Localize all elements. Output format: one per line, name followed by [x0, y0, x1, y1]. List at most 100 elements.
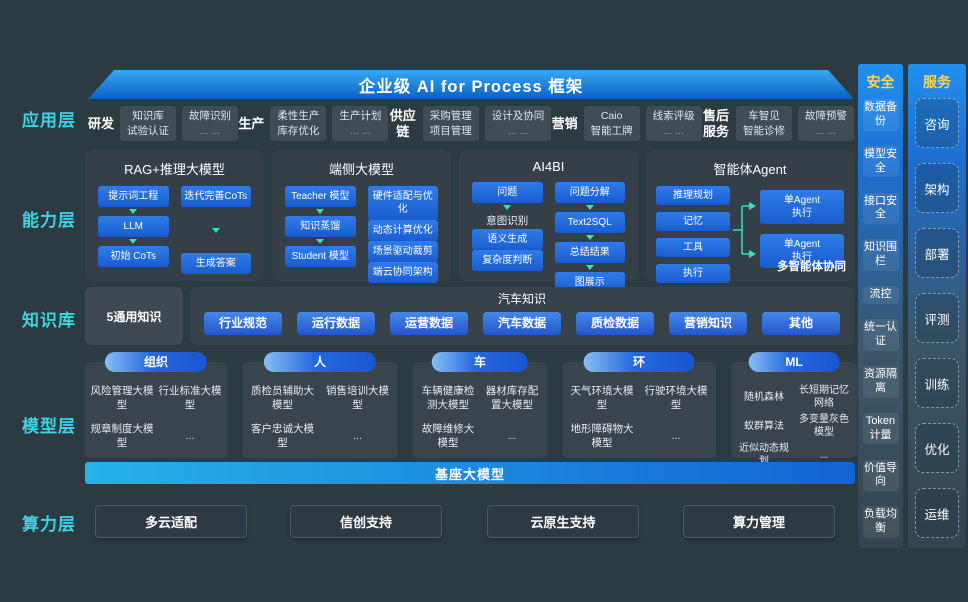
flow-step: 总结结果: [554, 242, 625, 263]
app-category-rd: 研发 知识库 试验认证 故障识别 ... ...: [88, 105, 239, 142]
capability-card-rag: RAG+推理大模型 提示词工程 LLM 初始 CoTs 迭代完善CoTs 生成答…: [85, 150, 264, 281]
security-item: 流控: [862, 286, 899, 304]
model-group-people: 人 质检员辅助大模型 销售培训大模型 客户忠诚大模型 ...: [242, 352, 398, 458]
chip-line: ... ...: [199, 124, 221, 137]
app-chip: Caio 智能工牌: [583, 105, 640, 142]
group-card: 随机森林 长短期记忆网络 蚁群算法 多变量灰色模型 近似动态规划 ...: [731, 362, 857, 467]
model-item: 销售培训大模型: [326, 385, 389, 411]
service-item: 优化: [915, 423, 959, 473]
model-item: 风险管理大模型: [90, 385, 154, 411]
knowledge-chip: 营销知识: [669, 312, 747, 335]
flow-step: 问题: [472, 182, 543, 203]
category-name: 生产: [238, 115, 265, 131]
agent-component: 推理规划: [656, 186, 730, 205]
card-title: 端侧大模型: [328, 162, 394, 177]
group-card: 质检员辅助大模型 销售培训大模型 客户忠诚大模型 ...: [242, 362, 398, 458]
security-item: 模型安全: [862, 145, 899, 178]
layer-label-capability: 能力层: [22, 211, 76, 230]
security-item: 知识围栏: [862, 239, 899, 271]
application-layer-row: 研发 知识库 试验认证 故障识别 ... ... 生产 柔性生产 库存优化 生产…: [88, 101, 854, 146]
flow-step: Student 模型: [285, 246, 356, 267]
chip-line: 智能诊修: [742, 124, 785, 137]
group-badge: 环: [583, 352, 695, 372]
app-chip: 线索评级 ... ...: [645, 105, 702, 142]
model-item: 多变量灰色模型: [799, 414, 849, 438]
chip-line: 执行: [792, 252, 812, 263]
chip-line: 车智见: [748, 109, 780, 122]
group-card: 车辆健康检测大模型 器材库存配置大模型 故障维修大模型 ...: [413, 362, 547, 458]
model-group-ml: ML 随机森林 长短期记忆网络 蚁群算法 多变量灰色模型 近似动态规划 ...: [731, 352, 857, 467]
flow-step: Teacher 模型: [285, 186, 356, 207]
chip-line: 柔性生产: [277, 109, 320, 122]
model-item: 客户忠诚大模型: [251, 423, 314, 449]
arrow-down-icon: [503, 205, 512, 210]
model-item: 车辆健康检测大模型: [421, 385, 475, 411]
security-item: 接口安全: [862, 192, 899, 225]
arrow-down-icon: [316, 209, 325, 214]
knowledge-chip: 运营数据: [390, 312, 468, 335]
flow-step: 问题分解: [554, 182, 625, 203]
chip-line: 生产计划: [339, 109, 382, 122]
chip-line: 单Agent: [783, 195, 821, 206]
security-item: 负载均衡: [862, 506, 899, 538]
general-knowledge-box: 5通用知识: [85, 287, 183, 345]
auto-knowledge-title: 汽车知识: [497, 292, 546, 306]
agent-component: 工具: [656, 238, 730, 257]
model-item: 质检员辅助大模型: [251, 385, 314, 411]
layer-label-knowledge: 知识库: [22, 311, 76, 330]
chip-line: ... ...: [350, 124, 371, 137]
model-item: ...: [353, 430, 362, 443]
security-sidebar: 安全 数据备份 模型安全 接口安全 知识围栏 流控 统一认证 资源隔离 Toke…: [858, 64, 903, 548]
arrow-down-icon: [585, 235, 594, 240]
capability-card-agent: 智能体Agent 推理规划 记忆 工具 执行 单Agent 执行: [646, 150, 854, 283]
security-item: 统一认证: [862, 319, 899, 351]
app-chip: 生产计划 ... ...: [332, 105, 389, 142]
group-card: 天气环境大模型 行驶环境大模型 地形障碍物大模型 ...: [562, 362, 716, 458]
app-chip: 故障预警 ... ...: [797, 105, 854, 142]
category-name: 售后服务: [702, 107, 729, 139]
model-item: 天气环境大模型: [570, 385, 634, 411]
card-title: AI4BI: [532, 159, 565, 174]
chip-line: 试验认证: [127, 124, 170, 137]
knowledge-chip: 汽车数据: [483, 312, 561, 335]
chip-line: Caio: [600, 109, 623, 122]
service-item: 运维: [915, 488, 959, 538]
chip-line: 智能工牌: [590, 124, 633, 137]
service-item: 部署: [915, 228, 959, 278]
services-sidebar: 服务 咨询 架构 部署 评测 训练 优化 运维: [908, 64, 966, 548]
feature-chip: 硬件适配与优化: [367, 186, 438, 220]
chip-line: 采购管理: [429, 109, 472, 122]
service-item: 训练: [915, 358, 959, 408]
model-item: 规章制度大模型: [90, 423, 154, 449]
arrow-down-icon: [585, 205, 594, 210]
category-name: 供应链: [389, 107, 416, 139]
agent-component: 执行: [656, 264, 730, 283]
knowledge-chip: 运行数据: [297, 312, 375, 335]
auto-knowledge-box: 汽车知识 行业规范 运行数据 运营数据 汽车数据 质检数据 营销知识 其他: [190, 287, 854, 345]
chip-line: 故障识别: [189, 109, 232, 122]
banner-title: 企业级 AI for Process 框架: [358, 77, 584, 96]
model-item: ...: [185, 430, 195, 443]
chip-line: 知识库: [132, 109, 164, 122]
flow-step: 迭代完善CoTs: [180, 186, 251, 207]
flow-step: 初始 CoTs: [98, 246, 169, 267]
arrow-down-icon: [211, 227, 220, 233]
model-item: 近似动态规划: [739, 443, 789, 467]
app-category-marketing: 营销 Caio 智能工牌 线索评级 ... ...: [552, 105, 702, 142]
app-chip: 柔性生产 库存优化: [270, 105, 327, 142]
group-card: 风险管理大模型 行业标准大模型 规章制度大模型 ...: [85, 362, 227, 458]
service-item: 评测: [915, 293, 959, 343]
security-item: 数据备份: [862, 99, 899, 131]
agent-exec-chip: 单Agent 执行: [760, 234, 844, 268]
capability-card-edge-model: 端侧大模型 Teacher 模型 知识蒸馏 Student 模型 硬件适配与优化…: [272, 150, 451, 283]
compute-item-cloudnative: 云原生支持: [487, 505, 639, 538]
app-category-after-sales: 售后服务 车智见 智能诊修 故障预警 ... ...: [702, 105, 854, 142]
security-item: 资源隔离: [862, 366, 899, 398]
branch-connector-icon: [733, 202, 756, 258]
model-item: 随机森林: [744, 391, 784, 403]
flow-step: 生成答案: [180, 253, 251, 274]
flow-step: 知识蒸馏: [285, 216, 356, 237]
feature-chip: 动态计算优化: [367, 220, 438, 241]
app-chip: 知识库 试验认证: [120, 105, 177, 142]
